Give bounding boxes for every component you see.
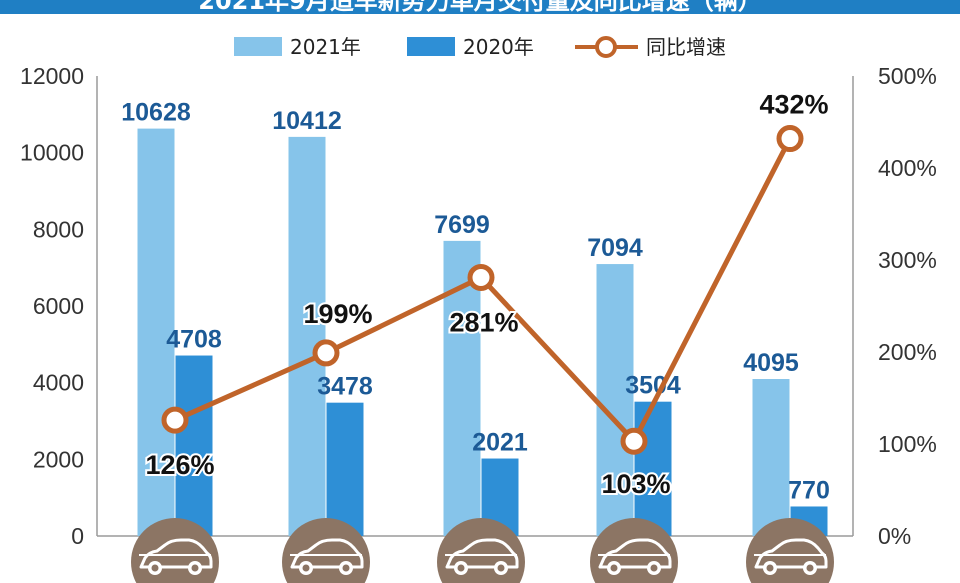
right-tick-label: 400% bbox=[878, 155, 937, 181]
right-tick-label: 100% bbox=[878, 431, 937, 457]
growth-point bbox=[312, 339, 340, 367]
bar-label-2020: 3478 bbox=[317, 373, 373, 401]
car-icon bbox=[131, 518, 219, 583]
bar-label-2021: 10412 bbox=[272, 107, 342, 135]
growth-label: 103% bbox=[601, 469, 670, 499]
right-axis-ticks: 0% 100% 200% 300% 400% 500% bbox=[878, 63, 937, 549]
legend-label-2020: 2020年 bbox=[463, 35, 534, 59]
bar-2021 bbox=[288, 136, 326, 536]
bar-label-2021: 7699 bbox=[434, 211, 490, 239]
bar-label-2021: 7094 bbox=[587, 234, 643, 262]
right-tick-label: 0% bbox=[878, 523, 911, 549]
growth-label: 432% bbox=[759, 90, 828, 120]
growth-point bbox=[776, 125, 804, 153]
chart-title: 2021年9月造车新势力单月交付量及同比增速（辆） bbox=[198, 0, 762, 15]
left-axis-ticks: 0 2000 4000 6000 8000 10000 12000 bbox=[20, 63, 84, 549]
bar-label-2021: 4095 bbox=[743, 349, 799, 377]
car-icon bbox=[437, 518, 525, 583]
car-icon bbox=[282, 518, 370, 583]
growth-label: 281% bbox=[449, 307, 518, 337]
bar-label-2021: 10628 bbox=[121, 99, 191, 127]
title-banner bbox=[0, 0, 960, 14]
bar-2021 bbox=[137, 128, 175, 537]
legend-swatch-2020 bbox=[407, 37, 455, 56]
left-tick-label: 6000 bbox=[33, 293, 84, 319]
car-icon bbox=[590, 518, 678, 583]
left-tick-label: 4000 bbox=[33, 370, 84, 396]
bar-label-2020: 3504 bbox=[625, 372, 681, 400]
legend-label-growth: 同比增速 bbox=[646, 35, 726, 59]
growth-labels-layer: 126% 199% 281% 103% 432% bbox=[143, 88, 830, 502]
bar-labels-layer: 10628 4708 10412 3478 7699 2021 7094 3504 4095 77… bbox=[121, 99, 830, 505]
right-tick-label: 500% bbox=[878, 63, 937, 89]
left-tick-label: 10000 bbox=[20, 140, 84, 166]
bar-2020 bbox=[326, 402, 364, 536]
left-tick-label: 12000 bbox=[20, 63, 84, 89]
left-tick-label: 2000 bbox=[33, 446, 84, 472]
right-tick-label: 300% bbox=[878, 247, 937, 273]
growth-point bbox=[620, 427, 648, 455]
legend: 2021年 2020年 同比增速 bbox=[234, 35, 726, 59]
growth-label: 199% bbox=[303, 299, 372, 329]
bar-2021 bbox=[752, 379, 790, 536]
growth-label: 126% bbox=[145, 450, 214, 480]
growth-line-layer bbox=[161, 125, 804, 455]
car-icon bbox=[746, 518, 834, 583]
bars-layer bbox=[137, 128, 828, 537]
left-tick-label: 0 bbox=[71, 523, 84, 549]
bar-2020 bbox=[175, 355, 213, 536]
left-tick-label: 8000 bbox=[33, 216, 84, 242]
bar-label-2020: 2021 bbox=[472, 429, 528, 457]
growth-point bbox=[467, 263, 495, 291]
right-tick-label: 200% bbox=[878, 339, 937, 365]
bar-label-2020: 770 bbox=[788, 476, 830, 504]
legend-marker-growth bbox=[595, 36, 617, 58]
legend-label-2021: 2021年 bbox=[290, 35, 361, 59]
bar-2021 bbox=[596, 264, 634, 536]
legend-swatch-2021 bbox=[234, 37, 282, 56]
category-icons-layer bbox=[131, 518, 834, 583]
bar-label-2020: 4708 bbox=[166, 326, 222, 354]
growth-point bbox=[161, 406, 189, 434]
